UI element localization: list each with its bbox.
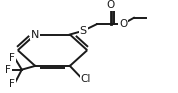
- Text: N: N: [31, 29, 39, 40]
- Text: F: F: [9, 53, 15, 63]
- Text: F: F: [5, 65, 11, 75]
- Text: S: S: [80, 26, 87, 36]
- Text: Cl: Cl: [81, 74, 91, 84]
- Text: O: O: [119, 19, 127, 29]
- Text: O: O: [107, 0, 115, 10]
- Text: F: F: [9, 79, 15, 89]
